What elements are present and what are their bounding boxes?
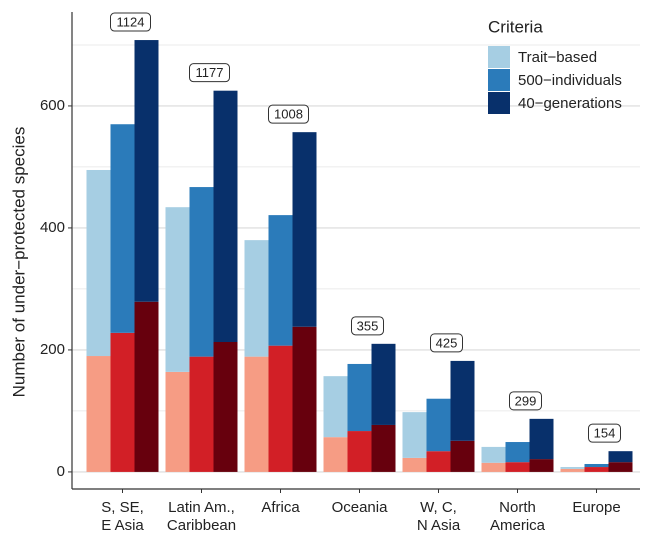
bar-segment: [426, 398, 451, 452]
bar-base-segment: [268, 345, 293, 472]
bar-segment: [505, 442, 530, 463]
total-label: 299: [515, 393, 537, 408]
bar-base-segment: [426, 451, 451, 472]
bar-segment: [323, 376, 348, 438]
bar-segment: [450, 360, 475, 441]
y-tick-label: 400: [40, 219, 65, 236]
bar-segment: [165, 207, 190, 372]
total-label: 355: [357, 318, 379, 333]
bar-base-segment: [323, 437, 348, 472]
legend-swatch: [488, 92, 510, 114]
bar-segment: [86, 169, 111, 357]
x-tick-label: W, C,: [420, 499, 457, 516]
y-tick-label: 200: [40, 341, 65, 358]
bar-base-segment: [86, 356, 111, 472]
x-tick-label: North: [499, 499, 536, 516]
bar-segment: [268, 215, 293, 346]
bar-base-segment: [450, 440, 475, 472]
legend-swatch: [488, 46, 510, 68]
total-box: [430, 333, 463, 353]
bar-segment: [371, 343, 396, 425]
total-box: [509, 391, 542, 411]
x-tick-label: Latin Am.,: [168, 499, 235, 516]
bar-base-segment: [165, 371, 190, 472]
total-box: [588, 423, 621, 443]
total-box: [189, 63, 230, 83]
bar-base-segment: [584, 467, 609, 472]
x-tick-label: N Asia: [417, 517, 461, 534]
x-tick-label: Caribbean: [167, 517, 236, 534]
bar-segment: [189, 187, 214, 357]
x-tick-label: Europe: [572, 499, 620, 516]
legend-label: 500−individuals: [518, 72, 622, 89]
bar-base-segment: [560, 468, 585, 472]
y-tick-label: 0: [57, 463, 65, 480]
bar-segment: [584, 463, 609, 468]
total-label: 1008: [274, 107, 303, 122]
total-box: [110, 12, 151, 32]
bar-base-segment: [213, 341, 238, 472]
bar-segment: [529, 418, 554, 460]
bar-segment: [244, 240, 269, 357]
bar-base-segment: [608, 462, 633, 472]
y-axis-label: Number of under−protected species: [9, 127, 28, 398]
bar-base-segment: [402, 457, 427, 472]
bar-base-segment: [347, 431, 372, 472]
bar-segment: [481, 446, 506, 463]
bar-base-segment: [244, 356, 269, 472]
legend-swatch: [488, 69, 510, 91]
x-tick-label: E Asia: [101, 517, 144, 534]
x-tick-label: Oceania: [332, 499, 389, 516]
total-box: [268, 104, 309, 124]
bar-segment: [402, 412, 427, 458]
bar-base-segment: [110, 332, 135, 472]
bar-base-segment: [134, 301, 159, 472]
x-tick-label: America: [490, 517, 546, 534]
legend-title: Criteria: [488, 17, 543, 36]
bar-segment: [134, 40, 159, 302]
x-tick-label: Africa: [261, 499, 300, 516]
bar-segment: [213, 90, 238, 342]
x-tick-label: S, SE,: [101, 499, 144, 516]
bar-base-segment: [371, 424, 396, 472]
bar-base-segment: [292, 326, 317, 472]
legend-label: Trait−based: [518, 49, 597, 66]
bar-segment: [347, 363, 372, 432]
legend-label: 40−generations: [518, 95, 622, 112]
total-label: 1177: [196, 65, 224, 80]
bar-segment: [292, 132, 317, 327]
total-label: 154: [594, 426, 616, 441]
total-box: [351, 316, 384, 336]
total-label: 1124: [117, 14, 145, 29]
bar-segment: [110, 124, 135, 333]
bar-base-segment: [481, 462, 506, 472]
total-label: 425: [436, 335, 458, 350]
bar-segment: [608, 451, 633, 463]
bar-base-segment: [529, 459, 554, 472]
bar-base-segment: [505, 462, 530, 472]
y-tick-label: 600: [40, 97, 65, 114]
bar-segment: [560, 467, 585, 469]
bar-base-segment: [189, 356, 214, 472]
